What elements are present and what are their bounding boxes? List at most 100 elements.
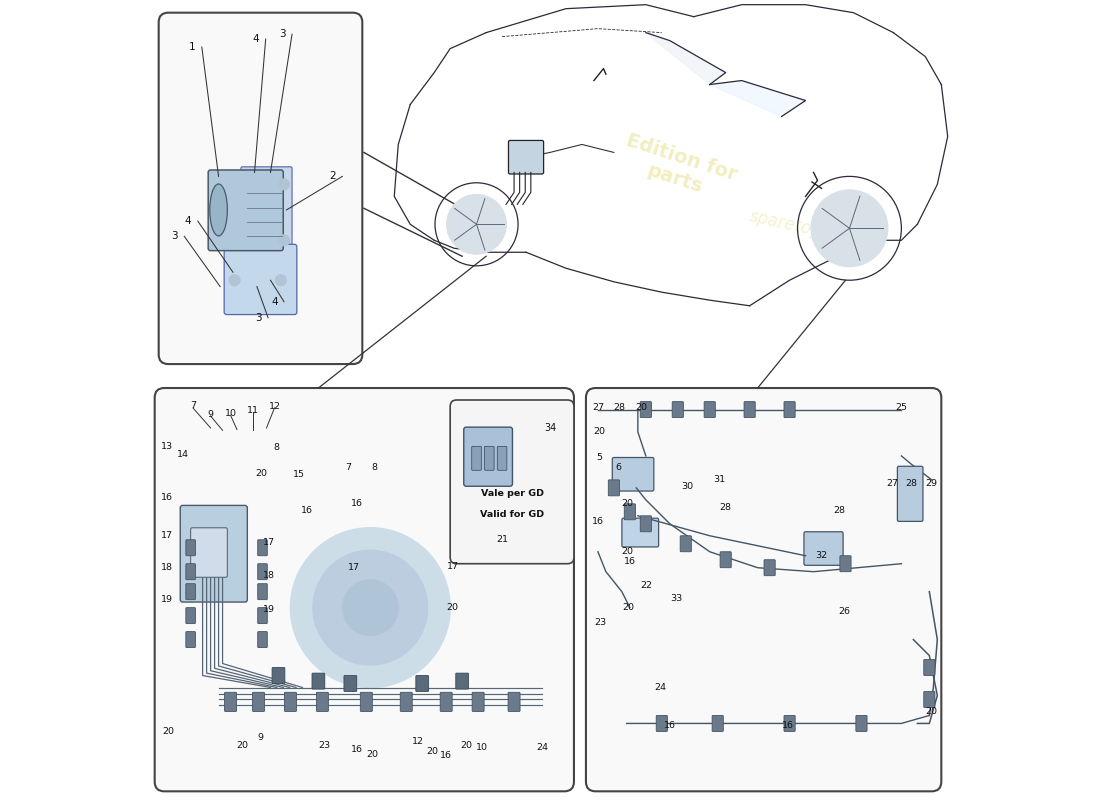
Text: 16: 16 [663, 722, 675, 730]
FancyBboxPatch shape [508, 141, 543, 174]
Text: 20: 20 [163, 727, 174, 736]
Polygon shape [710, 81, 805, 117]
Text: 20: 20 [635, 403, 647, 413]
FancyBboxPatch shape [416, 675, 429, 691]
Text: 8: 8 [372, 463, 377, 472]
FancyBboxPatch shape [784, 715, 795, 731]
FancyBboxPatch shape [640, 516, 651, 532]
Text: 7: 7 [190, 401, 196, 410]
FancyBboxPatch shape [180, 506, 248, 602]
Text: Vale per GD: Vale per GD [481, 489, 544, 498]
Text: 17: 17 [447, 562, 459, 570]
FancyBboxPatch shape [613, 458, 653, 491]
Text: 10: 10 [224, 409, 236, 418]
Text: 20: 20 [621, 499, 634, 508]
Text: 33: 33 [670, 594, 682, 602]
Text: 32: 32 [815, 551, 827, 560]
Text: 16: 16 [440, 751, 452, 760]
FancyBboxPatch shape [484, 446, 494, 470]
Text: 21: 21 [496, 535, 508, 544]
FancyBboxPatch shape [672, 402, 683, 418]
Text: Edition
for parts: Edition for parts [284, 532, 417, 635]
Text: 23: 23 [594, 618, 606, 626]
Text: 16: 16 [782, 722, 794, 730]
FancyBboxPatch shape [186, 608, 196, 624]
Circle shape [229, 274, 240, 286]
Text: 16: 16 [624, 557, 636, 566]
Text: 24: 24 [654, 683, 667, 692]
FancyBboxPatch shape [464, 427, 513, 486]
Text: 20: 20 [255, 469, 267, 478]
FancyBboxPatch shape [158, 13, 362, 364]
FancyBboxPatch shape [712, 715, 724, 731]
Text: Edition
for parts: Edition for parts [659, 548, 792, 651]
FancyBboxPatch shape [344, 675, 356, 691]
FancyBboxPatch shape [361, 692, 372, 711]
FancyBboxPatch shape [155, 388, 574, 791]
FancyBboxPatch shape [312, 673, 324, 689]
FancyBboxPatch shape [257, 608, 267, 624]
Text: 9: 9 [208, 410, 213, 419]
Text: 24: 24 [536, 743, 548, 752]
Text: 4: 4 [253, 34, 260, 44]
Text: 18: 18 [263, 571, 275, 580]
FancyBboxPatch shape [840, 556, 851, 572]
Text: 20: 20 [366, 750, 378, 759]
FancyBboxPatch shape [924, 659, 935, 675]
FancyBboxPatch shape [608, 480, 619, 496]
Text: 8: 8 [274, 443, 279, 453]
FancyBboxPatch shape [720, 552, 732, 568]
Text: 2: 2 [330, 171, 337, 182]
Text: 25: 25 [895, 403, 908, 413]
Text: 28: 28 [905, 479, 917, 488]
FancyBboxPatch shape [186, 631, 196, 647]
FancyBboxPatch shape [317, 692, 329, 711]
Text: 30: 30 [681, 482, 693, 490]
Text: 6: 6 [615, 463, 620, 472]
Text: 19: 19 [263, 605, 275, 614]
FancyBboxPatch shape [186, 540, 196, 556]
Text: 12: 12 [268, 402, 280, 411]
Text: 3: 3 [255, 313, 262, 322]
FancyBboxPatch shape [257, 631, 267, 647]
FancyBboxPatch shape [472, 446, 482, 470]
Text: 4: 4 [185, 216, 191, 226]
FancyBboxPatch shape [257, 540, 267, 556]
FancyBboxPatch shape [224, 244, 297, 314]
Text: 15: 15 [293, 470, 305, 478]
Text: 10: 10 [476, 743, 488, 752]
Text: 16: 16 [161, 493, 173, 502]
Text: 20: 20 [426, 747, 438, 756]
Text: 29: 29 [926, 479, 937, 488]
FancyBboxPatch shape [497, 446, 507, 470]
FancyBboxPatch shape [241, 167, 292, 254]
Text: 7: 7 [345, 463, 351, 472]
FancyBboxPatch shape [450, 400, 574, 564]
Circle shape [278, 178, 289, 190]
Circle shape [342, 580, 398, 635]
Text: 31: 31 [713, 475, 725, 484]
FancyBboxPatch shape [208, 170, 284, 250]
Text: 18: 18 [161, 563, 173, 572]
Text: 27: 27 [592, 403, 604, 413]
Circle shape [275, 274, 286, 286]
Text: 12: 12 [412, 738, 425, 746]
FancyBboxPatch shape [898, 466, 923, 522]
Circle shape [290, 528, 450, 687]
FancyBboxPatch shape [704, 402, 715, 418]
FancyBboxPatch shape [186, 564, 196, 580]
Circle shape [312, 550, 428, 665]
Text: 5: 5 [596, 453, 603, 462]
Text: 19: 19 [161, 595, 173, 604]
FancyBboxPatch shape [744, 402, 756, 418]
Text: 22: 22 [640, 581, 652, 590]
Text: 16: 16 [351, 746, 363, 754]
Text: 3: 3 [279, 30, 286, 39]
Text: 20: 20 [236, 741, 249, 750]
FancyBboxPatch shape [621, 518, 659, 547]
Circle shape [447, 194, 506, 254]
FancyBboxPatch shape [186, 584, 196, 600]
Text: Edition for
parts: Edition for parts [616, 131, 739, 206]
FancyBboxPatch shape [764, 560, 776, 576]
FancyBboxPatch shape [190, 528, 228, 578]
